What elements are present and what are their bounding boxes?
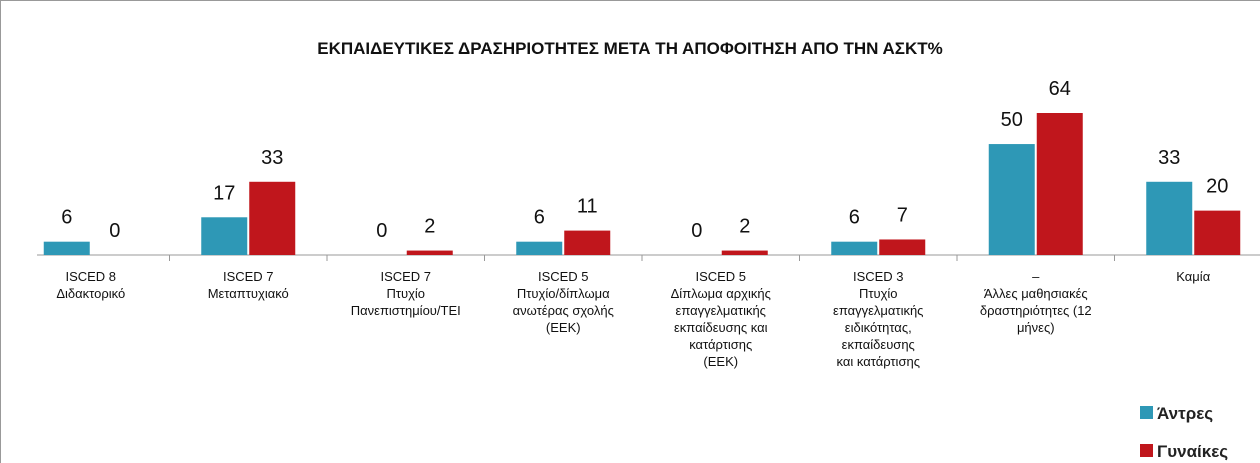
- x-tick-label: ISCED 7 Πτυχίο Πανεπιστημίου/ΤΕΙ: [350, 269, 461, 318]
- data-label: 6: [849, 207, 860, 229]
- data-label: 17: [213, 182, 235, 204]
- bar: [831, 241, 878, 255]
- bar: [1146, 181, 1193, 255]
- data-label: 6: [534, 207, 545, 229]
- x-tick-label: – Άλλες μαθησιακές δραστηριότητες (12 μή…: [979, 269, 1092, 335]
- legend-swatch: [1140, 444, 1153, 457]
- data-label: 33: [261, 147, 283, 169]
- data-label: 20: [1206, 176, 1228, 198]
- data-label: 33: [1158, 147, 1180, 169]
- bar: [1194, 210, 1241, 255]
- data-label: 64: [1049, 78, 1071, 100]
- bar: [721, 250, 768, 255]
- data-label: 2: [424, 216, 435, 238]
- data-label: 6: [61, 207, 72, 229]
- data-label: 0: [691, 220, 702, 242]
- data-label: 0: [109, 220, 120, 242]
- x-tick-label: ISCED 8 Διδακτορικό: [56, 269, 126, 301]
- data-label: 7: [897, 204, 908, 226]
- bar: [43, 241, 90, 255]
- bar: [1036, 113, 1083, 255]
- data-label: 2: [739, 216, 750, 238]
- legend-label: Άντρες: [1157, 404, 1213, 423]
- bar: [249, 181, 296, 255]
- x-tick-label: ISCED 7 Μεταπτυχιακό: [207, 269, 289, 301]
- legend-swatch: [1140, 406, 1153, 419]
- data-label: 0: [376, 220, 387, 242]
- chart-title: ΕΚΠΑΙΔΕΥΤΙΚΕΣ ΔΡΑΣΗΡΙΟΤΗΤΕΣ ΜΕΤΑ ΤΗ ΑΠΟΦ…: [317, 39, 943, 58]
- bar: [516, 241, 563, 255]
- bar: [201, 217, 248, 255]
- bar: [406, 250, 453, 255]
- x-tick-label: Καμία: [1176, 269, 1211, 284]
- legend-label: Γυναίκες: [1157, 442, 1228, 461]
- data-label: 11: [577, 196, 598, 218]
- x-tick-label: ISCED 5 Δίπλωμα αρχικής επαγγελματικής ε…: [670, 269, 771, 369]
- data-label: 50: [1001, 109, 1023, 131]
- x-tick-label: ISCED 5 Πτυχίο/δίπλωμα ανωτέρας σχολής (…: [512, 269, 614, 335]
- bar: [988, 144, 1035, 255]
- x-tick-label: ISCED 3 Πτυχίο επαγγελματικής ειδικότητα…: [833, 269, 924, 369]
- bar: [564, 230, 611, 255]
- bar: [879, 239, 926, 255]
